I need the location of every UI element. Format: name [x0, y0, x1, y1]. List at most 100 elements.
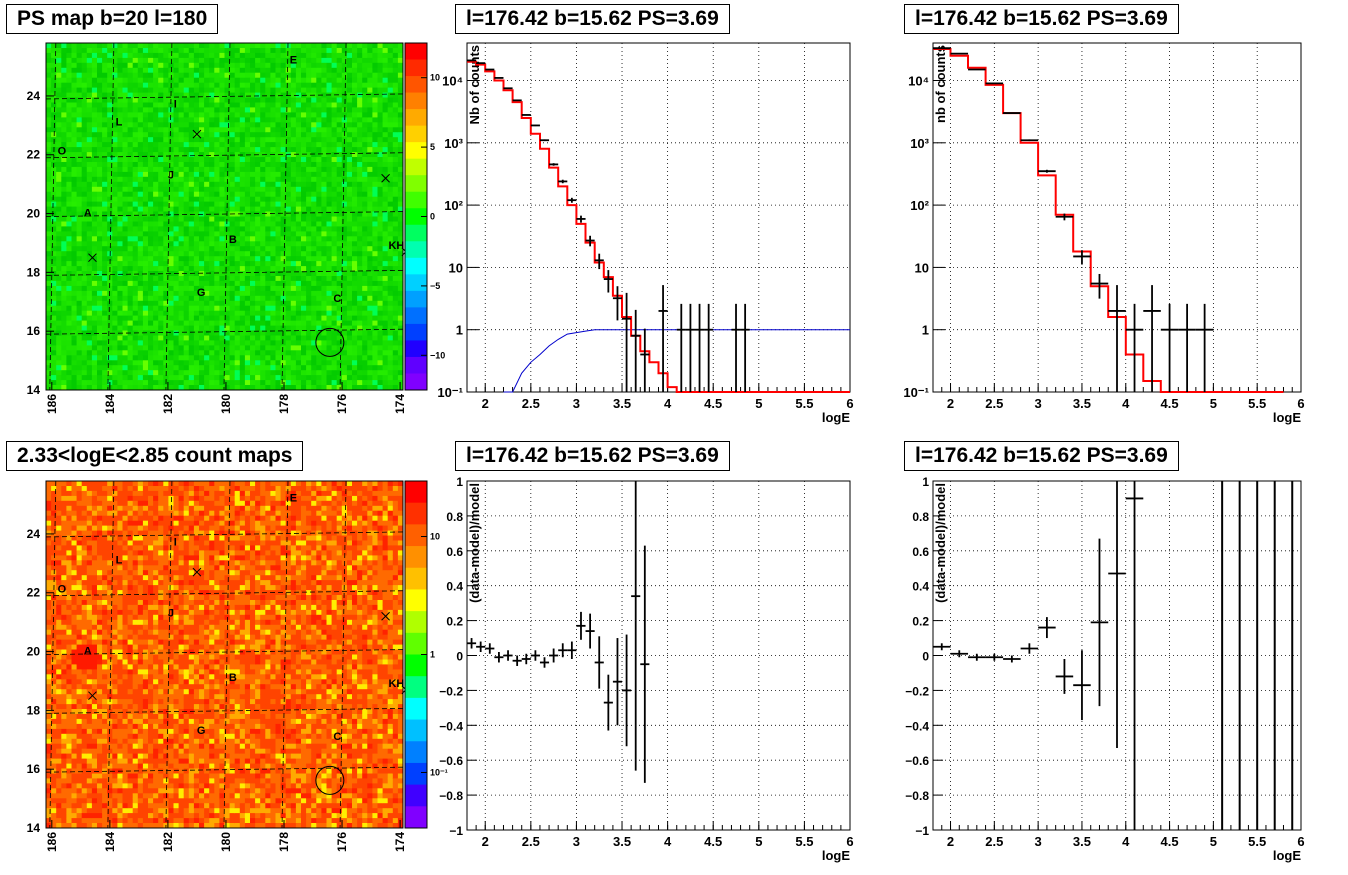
map-pixel	[397, 246, 404, 252]
map-pixel	[357, 82, 363, 89]
map-pixel	[204, 345, 210, 351]
map-pixel	[260, 236, 266, 242]
map-pixel	[214, 147, 220, 153]
map-pixel	[331, 330, 338, 336]
map-pixel	[61, 345, 67, 351]
map-pixel	[86, 261, 93, 267]
map-pixel	[81, 102, 88, 108]
map-pixel	[153, 87, 159, 93]
map-pixel	[295, 315, 302, 321]
map-pixel	[244, 246, 251, 252]
map-pixel	[178, 285, 185, 292]
map-pixel	[260, 256, 266, 262]
map-pixel	[168, 43, 174, 49]
map-pixel	[372, 162, 378, 168]
map-pixel	[301, 112, 307, 118]
map-pixel	[301, 221, 307, 227]
map-pixel	[214, 97, 220, 103]
map-pixel	[336, 67, 343, 74]
map-pixel	[204, 375, 210, 381]
map-pixel	[377, 171, 383, 178]
map-pixel	[362, 276, 368, 282]
map-pixel	[204, 57, 210, 64]
map-pixel	[295, 276, 302, 282]
map-pixel	[183, 67, 190, 74]
map-pixel	[199, 72, 205, 79]
map-pixel	[142, 122, 149, 128]
map-pixel	[372, 385, 378, 391]
map-pixel	[76, 117, 83, 123]
map-pixel	[250, 221, 256, 227]
map-pixel	[301, 48, 307, 54]
map-pixel	[346, 186, 353, 193]
map-pixel	[122, 360, 128, 366]
map-pixel	[326, 266, 332, 272]
map-pixel	[153, 216, 159, 222]
map-pixel	[199, 300, 205, 307]
map-pixel	[173, 295, 179, 302]
map-pixel	[352, 147, 358, 153]
map-pixel	[204, 107, 210, 113]
map-pixel	[61, 360, 67, 366]
map-pixel	[239, 196, 246, 203]
map-pixel	[392, 162, 399, 168]
map-pixel	[183, 380, 190, 386]
map-pixel	[301, 340, 307, 346]
map-pixel	[331, 206, 338, 212]
map-pixel	[148, 226, 154, 232]
map-pixel	[153, 201, 159, 207]
map-pixel	[290, 290, 297, 297]
map-pixel	[51, 117, 57, 123]
map-pixel	[341, 360, 348, 366]
map-pixel	[321, 152, 327, 158]
map-pixel	[163, 290, 169, 297]
map-pixel	[382, 315, 389, 321]
map-pixel	[158, 241, 164, 247]
map-pixel	[255, 62, 261, 69]
map-pixel	[86, 52, 93, 59]
map-pixel	[132, 171, 139, 178]
map-pixel	[295, 290, 302, 297]
map-pixel	[382, 181, 389, 188]
map-pixel	[163, 285, 169, 292]
map-pixel	[97, 280, 103, 287]
map-pixel	[397, 266, 404, 272]
map-pixel	[311, 97, 317, 103]
map-pixel	[382, 335, 389, 341]
map-pixel	[316, 102, 322, 108]
map-pixel	[91, 256, 98, 262]
map-pixel	[362, 325, 368, 331]
map-pixel	[275, 201, 281, 207]
map-pixel	[336, 266, 343, 272]
map-pixel	[377, 186, 383, 193]
map-pixel	[107, 147, 113, 153]
map-pixel	[229, 201, 236, 207]
map-pixel	[336, 246, 343, 252]
map-pixel	[270, 256, 276, 262]
map-pixel	[51, 226, 57, 232]
map-pixel	[260, 77, 266, 84]
map-pixel	[132, 280, 139, 287]
map-pixel	[306, 251, 312, 257]
map-pixel	[362, 77, 368, 84]
map-pixel	[357, 256, 363, 262]
map-x-tick-label: 174	[393, 394, 407, 414]
map-pixel	[311, 256, 317, 262]
map-pixel	[46, 330, 52, 336]
map-pixel	[260, 345, 266, 351]
map-pixel	[377, 166, 383, 173]
map-pixel	[346, 127, 353, 133]
source-label: J	[168, 169, 174, 181]
map-pixel	[188, 157, 195, 163]
map-pixel	[102, 87, 108, 93]
map-pixel	[265, 67, 271, 74]
map-pixel	[234, 191, 241, 198]
map-pixel	[97, 335, 103, 341]
map-pixel	[239, 345, 246, 351]
map-pixel	[280, 360, 287, 366]
map-pixel	[285, 162, 292, 168]
map-pixel	[97, 310, 103, 317]
map-pixel	[137, 290, 144, 297]
map-pixel	[255, 142, 261, 148]
map-pixel	[183, 246, 190, 252]
